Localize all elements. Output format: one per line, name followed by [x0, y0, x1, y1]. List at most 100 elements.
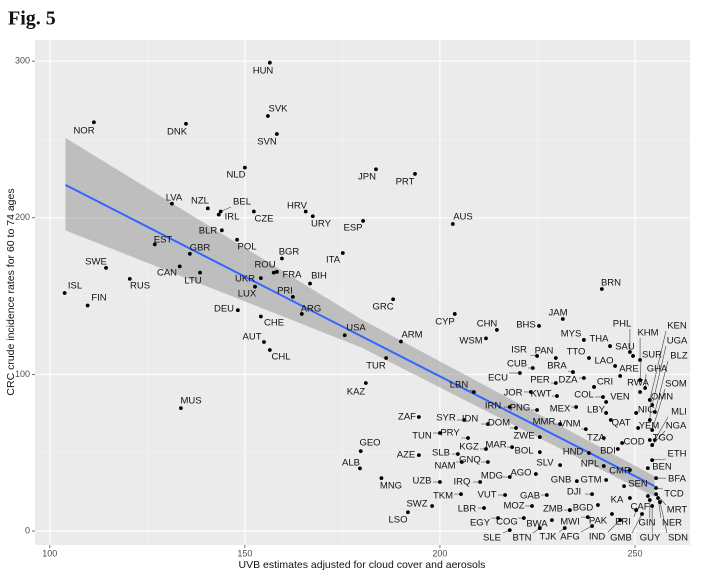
point-label: MEX: [550, 404, 571, 415]
point-label: ISR: [511, 345, 527, 356]
point-label: URY: [311, 219, 332, 230]
point-label: MWI: [560, 517, 580, 528]
point-label: PRT: [396, 177, 415, 188]
point-label: SUR: [642, 350, 662, 361]
point-label: DOM: [488, 418, 510, 429]
leader-line: [651, 345, 667, 406]
point-label: ITA: [326, 255, 341, 266]
point: [466, 436, 470, 440]
point-label: KEN: [667, 321, 687, 332]
leader-line: [649, 401, 652, 421]
point-label: SEN: [628, 479, 648, 490]
point: [647, 418, 652, 422]
point-label: CUB: [507, 359, 527, 370]
point: [340, 251, 345, 255]
y-tick-label: 100: [15, 369, 30, 379]
point: [650, 428, 655, 432]
point: [634, 508, 639, 512]
point: [658, 500, 662, 504]
point-label: BEN: [652, 462, 672, 473]
point-label: TUR: [366, 361, 386, 372]
point: [85, 303, 90, 308]
point-label: LAO: [594, 356, 613, 367]
point: [303, 209, 308, 214]
point: [486, 460, 490, 464]
leader-line: [580, 525, 593, 533]
point-label: GNQ: [459, 455, 481, 466]
point-label: FRA: [283, 270, 303, 281]
point: [650, 504, 655, 508]
point: [528, 390, 533, 394]
point: [555, 394, 559, 398]
point: [459, 460, 464, 464]
point-label: LUX: [238, 289, 257, 300]
x-tick-label: 250: [627, 548, 642, 558]
point-label: OMN: [651, 392, 673, 403]
point-label: VEN: [610, 392, 630, 403]
point-label: TJK: [540, 532, 558, 543]
figure-title: Fig. 5: [8, 8, 56, 30]
point-label: HRV: [287, 201, 308, 212]
point-label: CYP: [435, 317, 455, 328]
point-label: GBR: [190, 243, 211, 254]
point-label: ECU: [488, 373, 508, 384]
point-label: PAN: [535, 346, 554, 357]
point-label: GUY: [640, 533, 661, 544]
point: [618, 518, 623, 522]
point: [615, 447, 620, 451]
point: [235, 237, 239, 242]
point: [265, 114, 270, 118]
point-label: NPL: [581, 459, 599, 470]
point: [628, 496, 632, 500]
point-label: KA: [611, 495, 624, 506]
point: [152, 242, 157, 247]
point-label: IDN: [462, 414, 479, 425]
point-label: CHN: [477, 319, 498, 330]
point-label: SVN: [257, 137, 277, 148]
point: [518, 371, 522, 375]
point-label: BIH: [311, 271, 327, 282]
point: [599, 287, 604, 291]
point-label: HND: [563, 447, 584, 458]
point-label: BLR: [199, 226, 218, 237]
leader-line: [607, 519, 621, 533]
point: [379, 476, 384, 481]
point: [170, 201, 174, 206]
point-label: ISL: [68, 281, 82, 292]
point-label: LVA: [166, 193, 183, 204]
point: [537, 526, 542, 530]
point: [274, 269, 279, 274]
point: [574, 479, 579, 483]
point: [251, 209, 256, 214]
point-label: BDI: [600, 446, 616, 457]
point: [634, 411, 639, 415]
point: [253, 284, 257, 289]
point: [413, 172, 417, 176]
x-tick-label: 150: [237, 548, 252, 558]
point: [219, 228, 224, 233]
point: [184, 121, 188, 126]
point-label: CHE: [264, 318, 284, 329]
point: [656, 496, 660, 500]
point-label: KHM: [637, 328, 658, 339]
point: [471, 390, 476, 394]
point: [363, 381, 368, 385]
point-label: HUN: [253, 66, 274, 77]
point-label: TCD: [664, 489, 684, 500]
point-label: KWT: [530, 389, 551, 400]
point: [290, 294, 295, 299]
point-label: MRT: [667, 505, 688, 516]
point: [104, 266, 108, 270]
point-label: EGY: [470, 518, 491, 529]
point: [310, 214, 315, 219]
point-label: UZB: [413, 476, 432, 487]
point: [562, 526, 567, 530]
point: [258, 276, 263, 280]
point: [596, 503, 600, 507]
point: [177, 264, 182, 269]
point: [507, 475, 512, 479]
point-label: MAR: [485, 440, 506, 451]
point: [613, 364, 617, 368]
point-label: NOR: [73, 126, 94, 137]
point: [384, 356, 389, 360]
